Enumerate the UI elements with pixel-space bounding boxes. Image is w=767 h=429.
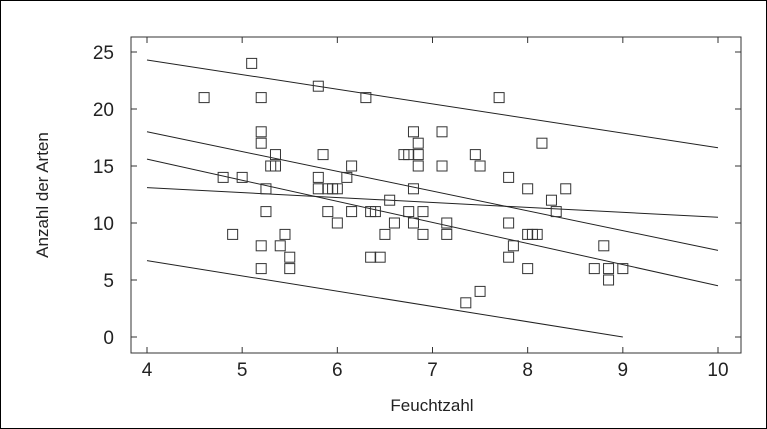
data-point xyxy=(436,160,448,172)
data-point xyxy=(588,263,600,275)
data-point xyxy=(284,263,296,275)
fit-lines xyxy=(146,59,719,338)
data-point xyxy=(227,228,239,240)
data-point xyxy=(522,263,534,275)
data-point xyxy=(560,183,572,195)
data-point xyxy=(531,228,543,240)
data-point xyxy=(255,263,267,275)
y-tick-label: 25 xyxy=(93,43,114,64)
data-point xyxy=(360,92,372,104)
data-point xyxy=(374,251,386,263)
data-point xyxy=(403,206,415,218)
data-point xyxy=(474,160,486,172)
data-point xyxy=(417,228,429,240)
data-point xyxy=(346,160,358,172)
data-point xyxy=(260,206,272,218)
data-point xyxy=(441,228,453,240)
data-point xyxy=(617,263,629,275)
data-point xyxy=(322,206,334,218)
data-point xyxy=(388,217,400,229)
data-point xyxy=(493,92,505,104)
data-point xyxy=(260,183,272,195)
x-tick-label: 4 xyxy=(142,360,153,381)
tick-labels: 4 5 6 7 8 9 10 0 5 10 15 20 25 xyxy=(93,43,729,381)
data-point xyxy=(503,171,515,183)
data-point xyxy=(412,160,424,172)
data-point xyxy=(269,160,281,172)
x-tick-label: 6 xyxy=(332,360,343,381)
data-point xyxy=(346,206,358,218)
data-point xyxy=(331,183,343,195)
fit-line-lower-prediction xyxy=(146,260,623,338)
y-tick-label: 15 xyxy=(93,157,114,178)
data-point xyxy=(217,171,229,183)
data-point xyxy=(255,126,267,138)
data-point xyxy=(474,285,486,297)
data-point xyxy=(441,217,453,229)
fit-line-upper-confidence xyxy=(146,131,719,251)
data-point xyxy=(550,206,562,218)
data-point xyxy=(312,80,324,92)
data-points xyxy=(198,57,629,309)
data-point xyxy=(269,149,281,161)
data-point xyxy=(407,217,419,229)
axis-ticks xyxy=(131,37,741,353)
data-point xyxy=(503,217,515,229)
data-point xyxy=(331,217,343,229)
data-point xyxy=(507,240,519,252)
y-tick-label: 0 xyxy=(103,328,114,349)
data-point xyxy=(341,171,353,183)
data-point xyxy=(598,240,610,252)
data-point xyxy=(603,274,615,286)
data-point xyxy=(255,137,267,149)
data-point xyxy=(317,149,329,161)
data-point xyxy=(436,126,448,138)
x-tick-label: 7 xyxy=(427,360,438,381)
data-point xyxy=(407,183,419,195)
x-tick-label: 8 xyxy=(522,360,533,381)
data-point xyxy=(255,92,267,104)
data-point xyxy=(198,92,210,104)
data-point xyxy=(407,126,419,138)
data-point xyxy=(412,149,424,161)
x-tick-label: 5 xyxy=(237,360,248,381)
data-point xyxy=(384,194,396,206)
data-point xyxy=(522,183,534,195)
data-point xyxy=(417,206,429,218)
y-tick-label: 5 xyxy=(103,271,114,292)
fit-line-lower-confidence xyxy=(146,187,719,218)
data-point xyxy=(246,57,258,69)
data-point xyxy=(545,194,557,206)
data-point xyxy=(255,240,267,252)
y-tick-label: 10 xyxy=(93,214,114,235)
data-point xyxy=(312,171,324,183)
data-point xyxy=(365,251,377,263)
data-point xyxy=(469,149,481,161)
data-point xyxy=(312,183,324,195)
data-point xyxy=(379,228,391,240)
x-tick-label: 10 xyxy=(707,360,728,381)
data-point xyxy=(460,297,472,309)
data-point xyxy=(536,137,548,149)
y-axis-label: Anzahl der Arten xyxy=(33,132,52,258)
data-point xyxy=(603,263,615,275)
data-point xyxy=(279,228,291,240)
plot-area xyxy=(130,36,742,354)
data-point xyxy=(412,137,424,149)
data-point xyxy=(503,251,515,263)
fit-line-upper-prediction xyxy=(146,59,719,149)
fit-line-regression xyxy=(146,158,719,287)
data-point xyxy=(284,251,296,263)
x-tick-label: 9 xyxy=(618,360,629,381)
data-point xyxy=(274,240,286,252)
y-tick-label: 20 xyxy=(93,100,114,121)
data-point xyxy=(369,206,381,218)
x-axis-label: Feuchtzahl xyxy=(390,396,473,415)
data-point xyxy=(236,171,248,183)
